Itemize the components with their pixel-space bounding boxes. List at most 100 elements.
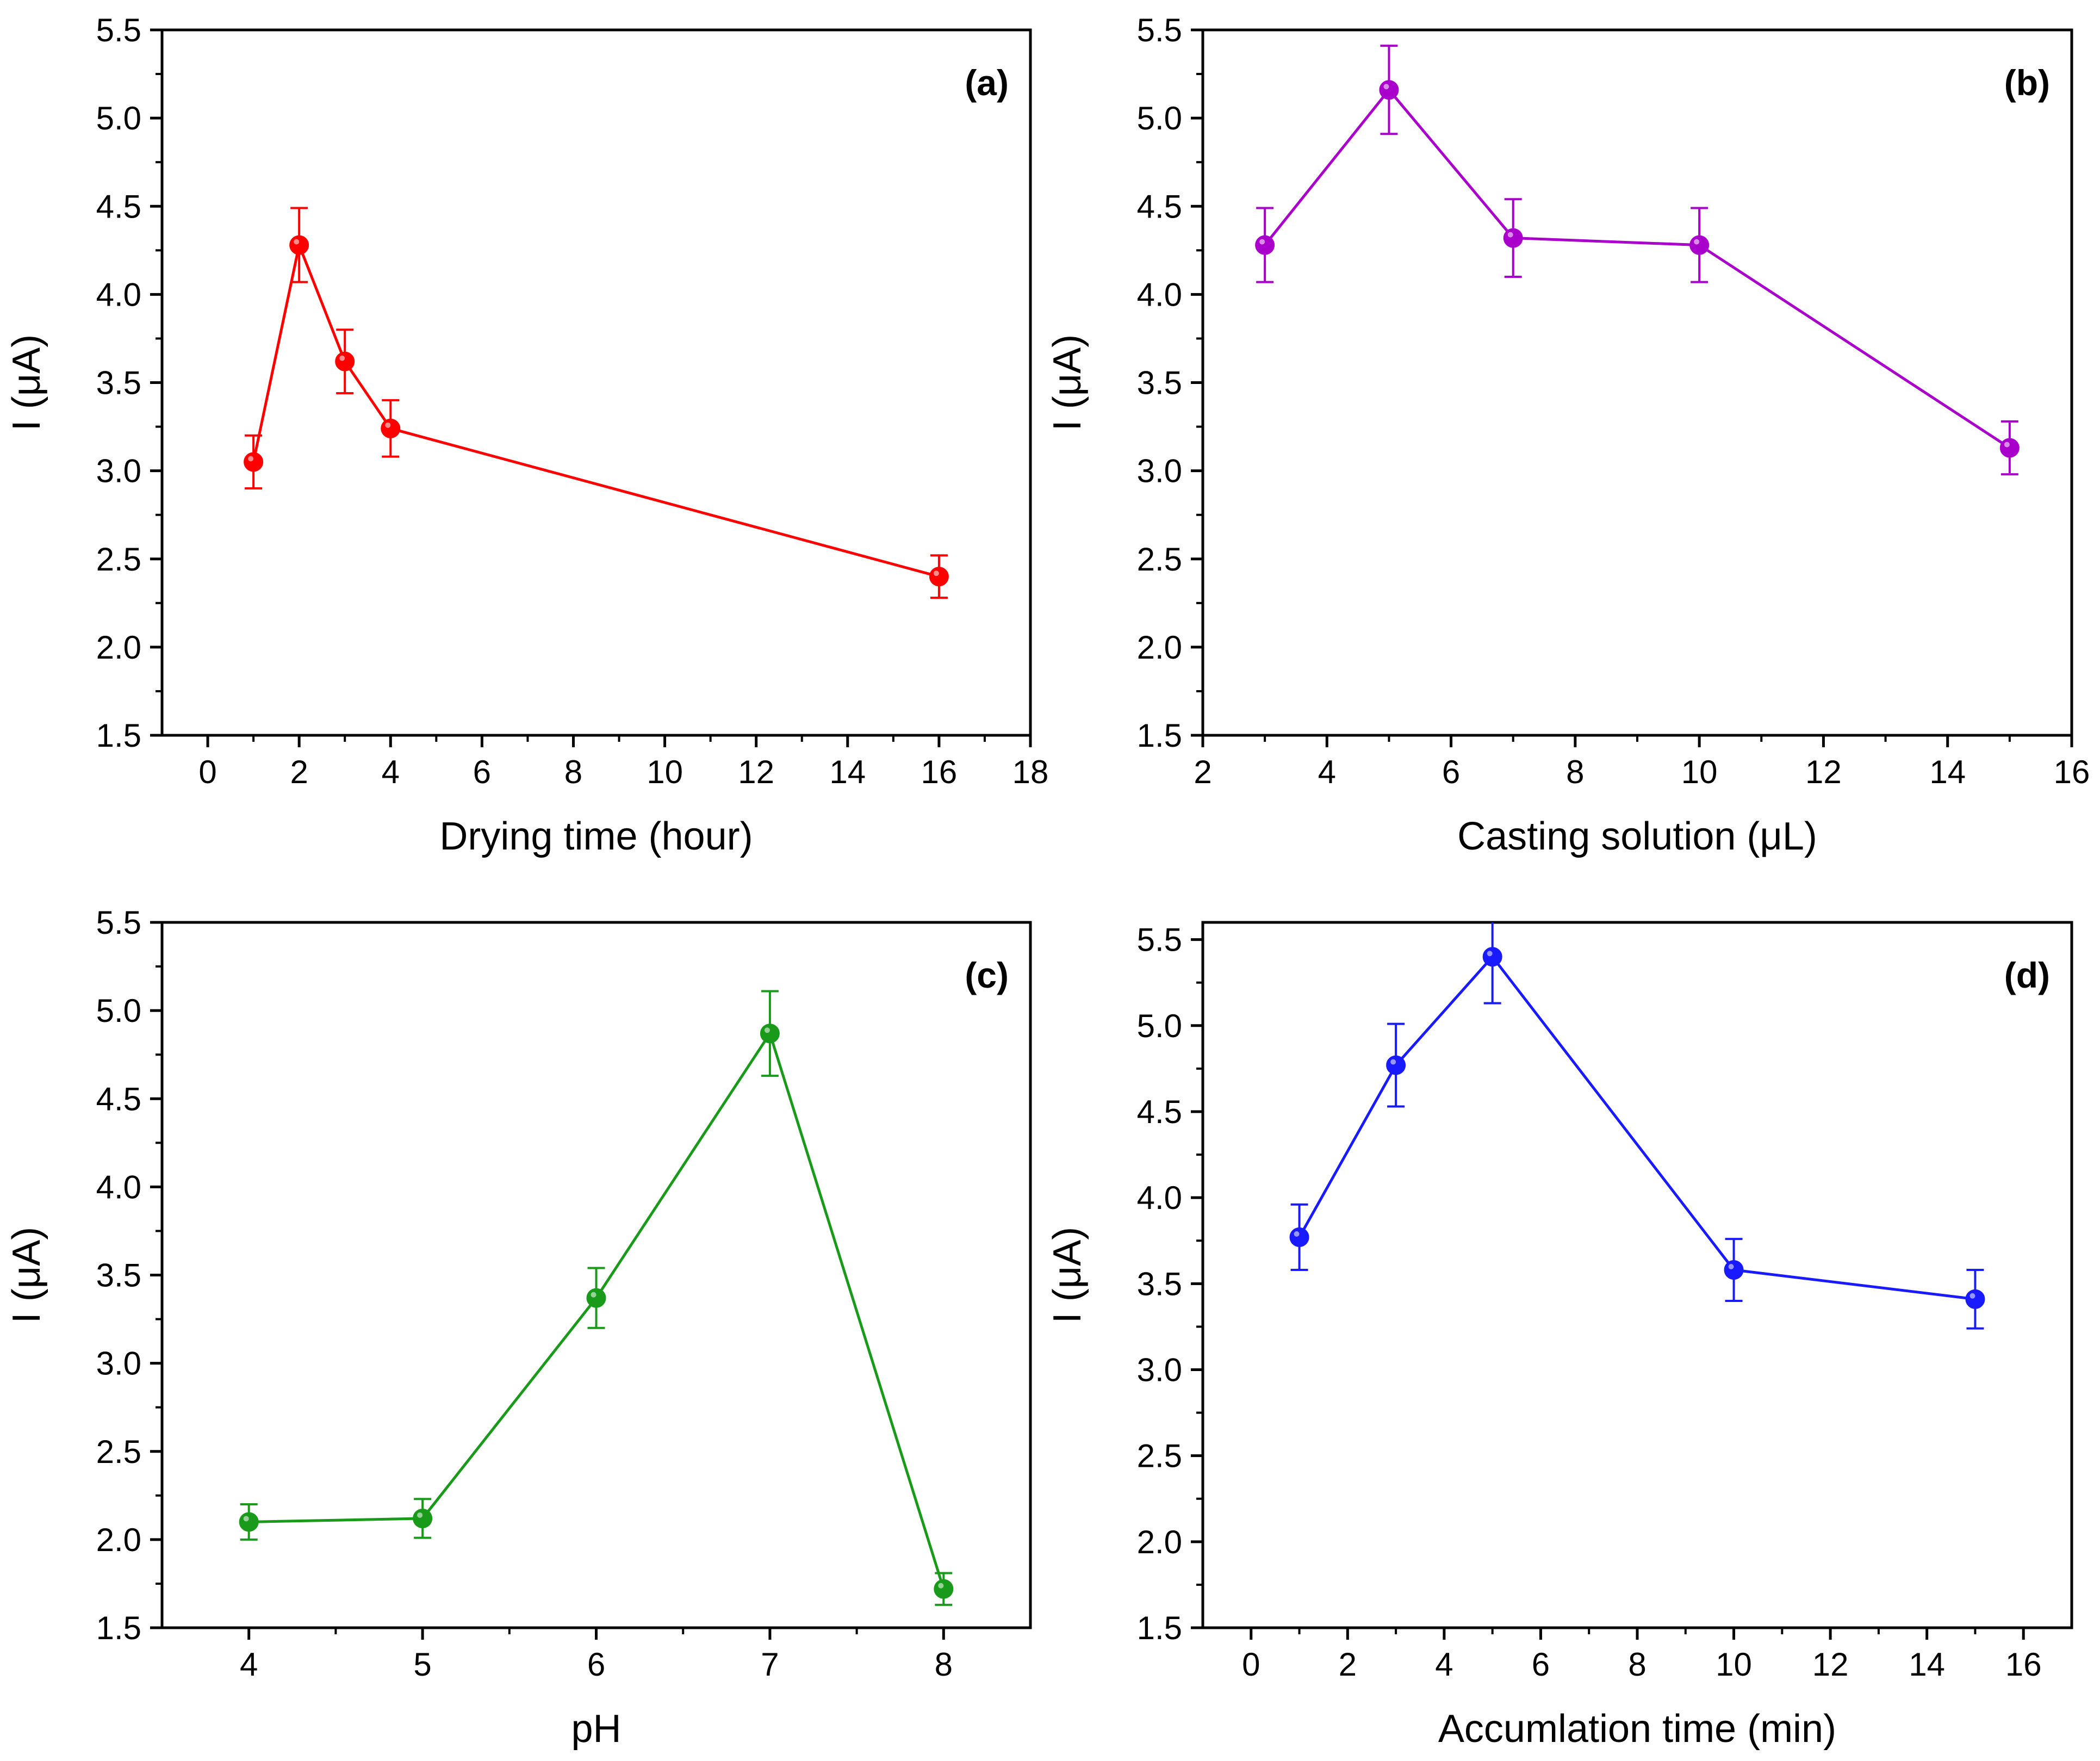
data-point xyxy=(1289,1227,1309,1247)
x-axis-label: Drying time (hour) xyxy=(439,815,753,858)
y-tick-label: 2.0 xyxy=(96,1522,141,1558)
panel-label: (d) xyxy=(2004,955,2050,995)
plot-frame xyxy=(1201,921,2073,1629)
data-point-highlight xyxy=(385,422,391,428)
chart-panel-a: 0 2 4 6 8 10 12 14 16 18 1.5 2.0 2.5 3.0 3.5 4.0 4.5 5.0 5… xyxy=(5,12,1048,858)
data-point-highlight xyxy=(2004,442,2010,448)
x-tick-label: 6 xyxy=(1442,754,1460,790)
data-point-highlight xyxy=(294,239,300,245)
y-tick-label: 3.5 xyxy=(1137,1266,1182,1302)
data-point-highlight xyxy=(243,1516,249,1522)
y-tick-label: 4.0 xyxy=(1137,276,1182,313)
data-point xyxy=(1379,80,1399,100)
chart-panel-d: 0 2 4 6 8 10 12 14 16 1.5 2.0 2.5 3.0 3.5 4.0 4.5 5.0 5.5… xyxy=(1046,921,2073,1751)
data-point xyxy=(1724,1260,1744,1280)
x-tick-label: 6 xyxy=(587,1646,605,1683)
panel-label-part: ) xyxy=(2038,955,2050,995)
x-tick-label: 10 xyxy=(647,754,683,790)
data-point xyxy=(239,1512,259,1532)
y-tick-label: 4.0 xyxy=(1137,1180,1182,1216)
data-point-highlight xyxy=(1294,1231,1300,1237)
x-tick-label: 0 xyxy=(198,754,216,790)
data-point-highlight xyxy=(339,355,345,361)
x-tick-label: 12 xyxy=(1812,1646,1849,1683)
data-point-highlight xyxy=(1390,1059,1396,1065)
x-axis-label: Accumlation time (min) xyxy=(1438,1707,1836,1751)
panel-label-part: ) xyxy=(2038,63,2050,103)
y-axis-label: I (μA) xyxy=(5,1227,48,1323)
y-axis-label: I (μA) xyxy=(5,334,48,431)
panel-label-part: c xyxy=(977,955,997,995)
y-tick-label: 4.5 xyxy=(96,188,141,225)
data-point-highlight xyxy=(1728,1264,1734,1270)
y-tick-label: 3.0 xyxy=(96,1345,141,1382)
plot-frame xyxy=(160,28,1032,737)
panel-label: (a) xyxy=(965,63,1009,103)
data-point xyxy=(1503,228,1523,248)
data-point xyxy=(335,351,355,371)
x-axis-label: pH xyxy=(571,1707,621,1751)
x-tick-label: 14 xyxy=(1929,754,1966,790)
panel-label-part: ) xyxy=(997,63,1009,103)
x-tick-label: 2 xyxy=(1339,1646,1357,1683)
data-point xyxy=(1255,235,1275,255)
y-tick-label: 5.5 xyxy=(96,904,141,941)
x-tick-label: 16 xyxy=(921,754,958,790)
data-point xyxy=(1999,438,2020,458)
y-axis-label: I (μA) xyxy=(1046,1227,1089,1323)
data-point-highlight xyxy=(933,571,939,576)
data-point-highlight xyxy=(1487,951,1493,957)
y-tick-label: 2.5 xyxy=(96,1434,141,1470)
panel-label-part: ( xyxy=(965,63,977,103)
data-point-highlight xyxy=(1694,239,1700,245)
x-tick-label: 8 xyxy=(564,754,582,790)
x-tick-label: 4 xyxy=(1318,754,1336,790)
x-tick-label: 14 xyxy=(829,754,866,790)
x-tick-label: 8 xyxy=(1628,1646,1646,1683)
data-point-highlight xyxy=(1259,239,1265,245)
y-tick-label: 4.5 xyxy=(1137,1094,1182,1130)
series-line xyxy=(252,240,940,578)
y-tick-label: 5.0 xyxy=(96,100,141,137)
series-line xyxy=(1264,88,2011,449)
x-tick-label: 8 xyxy=(1566,754,1584,790)
x-tick-label: 6 xyxy=(1532,1646,1550,1683)
data-point-highlight xyxy=(1383,84,1389,90)
x-tick-label: 4 xyxy=(1435,1646,1453,1683)
y-tick-label: 3.0 xyxy=(1137,453,1182,489)
x-tick-label: 10 xyxy=(1716,1646,1752,1683)
y-tick-label: 3.0 xyxy=(96,453,141,489)
x-tick-label: 4 xyxy=(240,1646,258,1683)
x-tick-label: 18 xyxy=(1012,754,1049,790)
y-tick-label: 5.0 xyxy=(96,993,141,1029)
plot-frame xyxy=(1201,28,2073,737)
x-tick-label: 10 xyxy=(1681,754,1718,790)
y-tick-label: 3.5 xyxy=(1137,365,1182,401)
panel-label: (b) xyxy=(2004,63,2050,103)
data-point xyxy=(1965,1289,1985,1309)
panel-label-part: ( xyxy=(2004,955,2016,995)
data-point-highlight xyxy=(1969,1293,1975,1299)
x-tick-label: 14 xyxy=(1909,1646,1945,1683)
y-tick-label: 5.0 xyxy=(1137,1008,1182,1044)
series-line xyxy=(1298,954,1975,1301)
y-tick-label: 4.5 xyxy=(1137,188,1182,225)
data-point xyxy=(1482,947,1502,967)
y-tick-label: 4.5 xyxy=(96,1081,141,1117)
y-tick-label: 1.5 xyxy=(1137,1610,1182,1646)
y-axis-label: I (μA) xyxy=(1046,334,1089,431)
data-point xyxy=(413,1508,433,1528)
panel-label-part: b xyxy=(2016,63,2038,103)
data-point xyxy=(934,1579,954,1599)
x-tick-label: 4 xyxy=(382,754,400,790)
data-point xyxy=(1689,235,1710,255)
chart-panel-b: 2 4 6 8 10 12 14 16 1.5 2.0 2.5 3.0 3.5 4.0 4.5 5.0 5.5 C… xyxy=(1046,12,2090,858)
x-axis-label: Casting solution (μL) xyxy=(1457,815,1817,858)
data-point xyxy=(929,567,949,587)
panel-label-part: ) xyxy=(997,955,1009,995)
data-point-highlight xyxy=(764,1027,770,1033)
x-tick-label: 16 xyxy=(2054,754,2090,790)
data-point-highlight xyxy=(938,1583,944,1589)
y-tick-label: 2.5 xyxy=(1137,541,1182,578)
